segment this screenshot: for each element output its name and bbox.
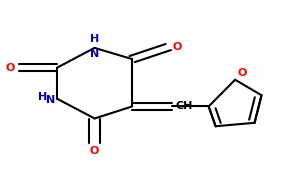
Text: O: O xyxy=(238,68,247,78)
Text: O: O xyxy=(90,146,99,156)
Text: N: N xyxy=(90,49,99,59)
Text: O: O xyxy=(6,63,15,73)
Text: H: H xyxy=(90,34,99,44)
Text: H: H xyxy=(38,92,47,102)
Text: CH: CH xyxy=(175,102,193,111)
Text: N: N xyxy=(46,95,56,105)
Text: O: O xyxy=(173,42,182,52)
